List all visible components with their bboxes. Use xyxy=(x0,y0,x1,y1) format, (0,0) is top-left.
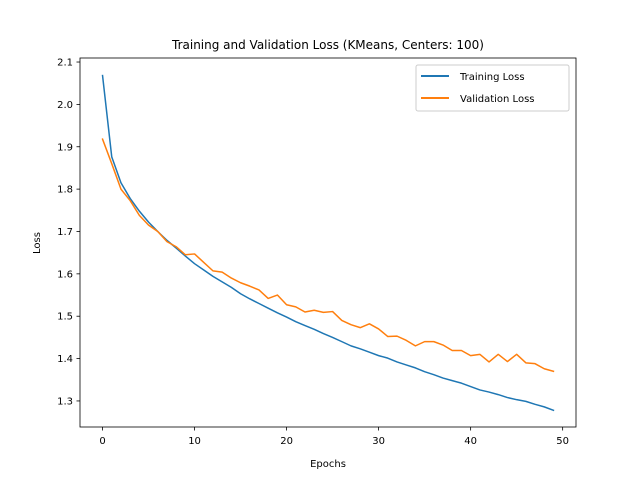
y-tick-label: 2.1 xyxy=(57,58,73,69)
x-tick-label: 20 xyxy=(280,436,293,447)
y-tick-label: 2.0 xyxy=(57,100,73,111)
y-tick-label: 1.8 xyxy=(57,185,73,196)
x-tick-label: 10 xyxy=(188,436,201,447)
y-axis: 1.3 1.4 1.5 1.6 1.7 1.8 1.9 2.0 2.1 xyxy=(57,58,80,407)
legend-label-validation-loss: Validation Loss xyxy=(460,94,535,105)
x-tick-label: 30 xyxy=(372,436,385,447)
y-tick-label: 1.3 xyxy=(57,396,73,407)
y-tick-label: 1.5 xyxy=(57,312,73,323)
plot-frame xyxy=(79,57,577,428)
x-axis-label: Epochs xyxy=(310,459,346,470)
series-line-validation-loss xyxy=(101,138,555,373)
legend-label-training-loss: Training Loss xyxy=(459,72,525,83)
chart-title: Training and Validation Loss (KMeans, Ce… xyxy=(171,38,484,52)
series-layer xyxy=(101,74,555,412)
y-axis-label: Loss xyxy=(32,232,43,254)
legend: Training Loss Validation Loss xyxy=(415,64,570,112)
x-axis: 0 10 20 30 40 50 xyxy=(99,427,569,447)
y-tick-label: 1.9 xyxy=(57,142,73,153)
series-line-training-loss xyxy=(101,74,555,412)
x-tick-label: 50 xyxy=(556,436,569,447)
y-tick-label: 1.4 xyxy=(57,354,73,365)
x-tick-label: 0 xyxy=(99,436,105,447)
x-tick-label: 40 xyxy=(464,436,477,447)
legend-box xyxy=(415,64,570,112)
y-tick-label: 1.6 xyxy=(57,269,73,280)
y-tick-label: 1.7 xyxy=(57,227,73,238)
